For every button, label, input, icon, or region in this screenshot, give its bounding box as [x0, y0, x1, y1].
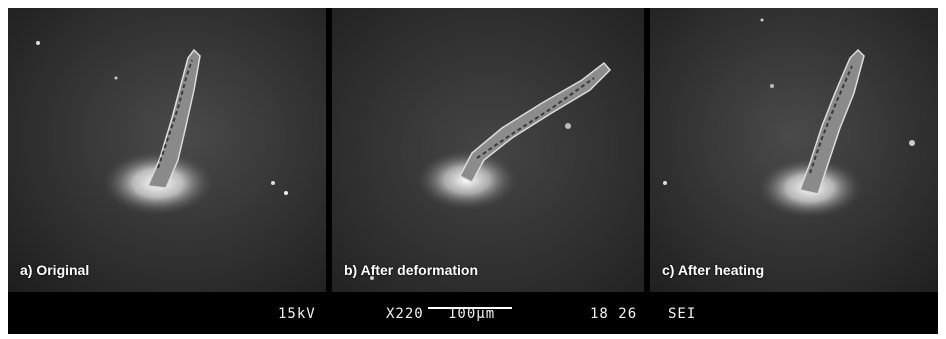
scale-bar-label: 100µm	[448, 306, 496, 322]
panel-caption: b) After deformation	[344, 262, 479, 278]
magnification: X220	[386, 306, 424, 322]
panel-after-heating: c) After heating	[650, 8, 938, 292]
accelerating-voltage: 15kV	[278, 306, 316, 322]
scale-bar	[428, 307, 512, 309]
panel-strip: a) Original b) Aft	[8, 8, 938, 292]
sample-id: 18 26	[590, 306, 638, 322]
sem-image-after-heating	[650, 8, 938, 292]
sem-image-after-deformation	[332, 8, 644, 292]
micrograph-figure: a) Original b) Aft	[8, 8, 938, 334]
panel-caption: a) Original	[20, 262, 90, 278]
sem-data-bar: 15kV X220 100µm 18 26 SEI	[8, 292, 938, 334]
panel-after-deformation: b) After deformation	[332, 8, 644, 292]
sem-image-original	[8, 8, 326, 292]
panel-original: a) Original	[8, 8, 326, 292]
panel-caption: c) After heating	[662, 262, 765, 278]
detector-mode: SEI	[668, 306, 697, 322]
